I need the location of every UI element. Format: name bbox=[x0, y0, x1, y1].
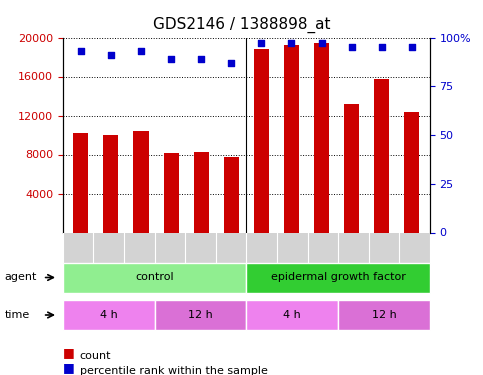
Text: agent: agent bbox=[5, 273, 37, 282]
Bar bbox=[404, 112, 419, 232]
Bar bbox=[73, 133, 88, 232]
Point bbox=[257, 40, 265, 46]
Text: ■: ■ bbox=[63, 346, 74, 359]
Bar bbox=[284, 45, 299, 232]
Text: 4 h: 4 h bbox=[284, 310, 301, 320]
Point bbox=[227, 60, 235, 66]
Bar bbox=[194, 152, 209, 232]
Bar bbox=[344, 104, 359, 232]
Text: 12 h: 12 h bbox=[188, 310, 213, 320]
Text: epidermal growth factor: epidermal growth factor bbox=[270, 273, 406, 282]
Bar bbox=[164, 153, 179, 232]
Text: percentile rank within the sample: percentile rank within the sample bbox=[80, 366, 268, 375]
Bar bbox=[103, 135, 118, 232]
Bar bbox=[374, 80, 389, 232]
Text: GDS2146 / 1388898_at: GDS2146 / 1388898_at bbox=[153, 17, 330, 33]
Text: time: time bbox=[5, 310, 30, 320]
Point bbox=[408, 44, 416, 50]
Bar bbox=[133, 131, 149, 232]
Text: ■: ■ bbox=[63, 361, 74, 374]
Point bbox=[378, 44, 385, 50]
Text: 4 h: 4 h bbox=[100, 310, 117, 320]
Bar bbox=[224, 158, 239, 232]
Text: count: count bbox=[80, 351, 111, 361]
Point bbox=[107, 52, 115, 58]
Point bbox=[287, 40, 295, 46]
Point bbox=[198, 56, 205, 62]
Point bbox=[348, 44, 355, 50]
Text: control: control bbox=[135, 273, 174, 282]
Bar bbox=[254, 49, 269, 232]
Point bbox=[77, 48, 85, 54]
Point bbox=[137, 48, 145, 54]
Bar bbox=[314, 44, 329, 232]
Point bbox=[167, 56, 175, 62]
Text: 12 h: 12 h bbox=[371, 310, 397, 320]
Point bbox=[318, 40, 326, 46]
